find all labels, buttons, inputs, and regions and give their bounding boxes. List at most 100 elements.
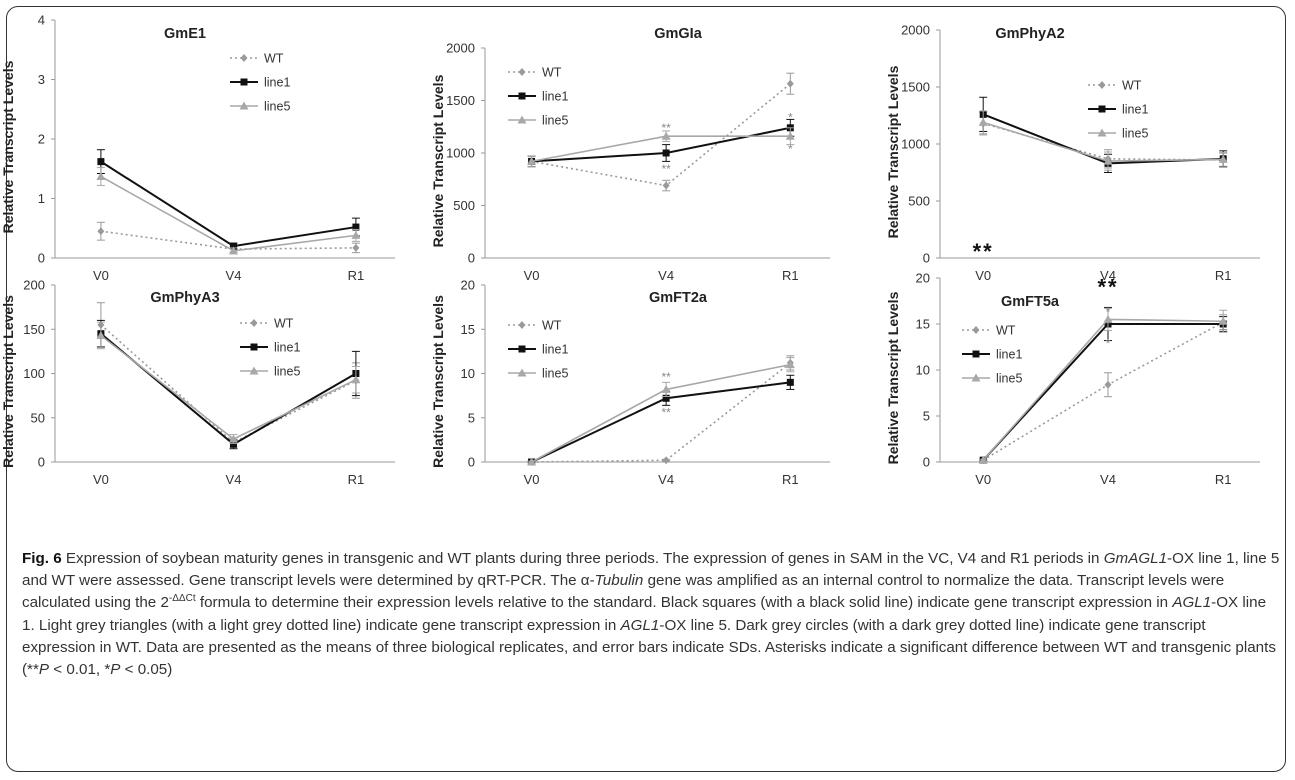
- data-point: [96, 330, 106, 339]
- x-tick-label: V0: [975, 268, 991, 283]
- caption-p-2: P: [110, 661, 121, 679]
- series-line5: [96, 167, 361, 255]
- x-tick-label: V4: [1100, 472, 1116, 487]
- series-line5: [96, 321, 361, 444]
- legend-label: line1: [264, 76, 290, 90]
- data-point: [1103, 314, 1113, 323]
- x-tick-label: R1: [348, 268, 365, 283]
- chart-title: GmPhyA3: [150, 290, 219, 306]
- series-line5: [978, 110, 1228, 171]
- y-tick-label: 10: [916, 363, 930, 378]
- legend-swatch-marker: [249, 366, 259, 375]
- y-tick-label: 0: [468, 455, 475, 470]
- series-line1: [979, 306, 1228, 464]
- y-axis-label: Relative Transcript Levels: [0, 295, 16, 468]
- y-tick-label: 150: [23, 322, 45, 337]
- y-tick-label: 1: [38, 191, 45, 206]
- legend: WT line1 line5: [1088, 79, 1148, 141]
- data-point: [978, 117, 988, 126]
- y-tick-label: 2000: [446, 41, 475, 56]
- legend-swatch-marker: [972, 326, 980, 334]
- caption-gene-2: Tubulin: [594, 572, 644, 590]
- chart-panel-GmGIa: 0 500 1000 1500 2000 V0 V4 R1 GmGIa Relative Tran…: [430, 26, 830, 283]
- data-point: [786, 378, 794, 386]
- legend-label: WT: [1122, 79, 1142, 93]
- legend-swatch-marker: [250, 319, 258, 327]
- significance-marker: **: [661, 162, 671, 176]
- figure-caption: Fig. 6 Expression of soybean maturity ge…: [22, 548, 1280, 681]
- x-tick-label: V4: [658, 268, 674, 283]
- x-tick-label: V4: [1100, 268, 1116, 283]
- y-axis-label: Relative Transcript Levels: [0, 60, 16, 233]
- legend-label: WT: [264, 52, 284, 66]
- legend-swatch-marker: [239, 101, 249, 110]
- y-tick-label: 15: [916, 317, 930, 332]
- legend-label: line1: [542, 90, 568, 104]
- significance-marker: **: [661, 121, 671, 135]
- caption-formula-sup: -ΔΔCt: [168, 593, 196, 605]
- x-tick-label: R1: [348, 472, 365, 487]
- data-point: [352, 243, 360, 252]
- chart-panel-GmFT2a: 0 5 10 15 20 V0 V4 R1 GmFT2a Relative Transcript …: [430, 278, 830, 487]
- significance-marker: **: [1097, 275, 1118, 300]
- series-line: [100, 160, 357, 248]
- data-point: [1218, 316, 1228, 325]
- series-line1: [96, 149, 360, 250]
- y-tick-label: 4: [38, 13, 45, 28]
- caption-text-4: formula to determine their expression le…: [195, 594, 1173, 612]
- y-tick-label: 0: [468, 251, 475, 266]
- legend: WT line1 line5: [230, 52, 290, 114]
- x-tick-label: V0: [524, 268, 540, 283]
- legend-label: line5: [274, 365, 300, 379]
- legend-swatch-marker: [1098, 81, 1106, 89]
- legend-label: WT: [996, 324, 1016, 338]
- data-point: [662, 456, 670, 465]
- series-line: [531, 135, 791, 163]
- data-point: [786, 79, 794, 88]
- caption-text-1: Expression of soybean maturity genes in …: [61, 550, 1104, 567]
- legend-swatch-marker: [517, 368, 527, 377]
- y-tick-label: 3: [38, 72, 45, 87]
- data-point: [97, 158, 105, 166]
- legend-swatch-marker: [518, 345, 526, 353]
- chart-panel-GmE1: 0 1 2 3 4 V0 V4 R1 GmE1 Relative Transcript Level…: [0, 13, 395, 283]
- caption-label: Fig. 6: [22, 550, 62, 567]
- legend-label: line1: [274, 341, 300, 355]
- y-tick-label: 1000: [446, 146, 475, 161]
- x-tick-label: V4: [226, 268, 242, 283]
- y-tick-label: 20: [916, 271, 930, 286]
- y-tick-label: 2: [38, 132, 45, 147]
- legend-swatch-marker: [518, 92, 526, 100]
- significance-marker: *: [788, 110, 793, 124]
- caption-text-7: < 0.01, *: [49, 661, 111, 679]
- caption-text-2: -OX line 1, line 5 and WT were assessed.…: [22, 550, 1280, 590]
- y-tick-label: 0: [38, 455, 45, 470]
- data-point: [96, 171, 106, 180]
- data-point: [662, 149, 670, 157]
- data-point: [978, 455, 988, 464]
- y-tick-label: 20: [461, 278, 475, 293]
- x-tick-label: R1: [782, 268, 799, 283]
- series-WT: [96, 302, 360, 448]
- legend-swatch-marker: [1097, 128, 1107, 137]
- x-tick-label: V0: [975, 472, 991, 487]
- y-tick-label: 10: [461, 366, 475, 381]
- series-line: [982, 113, 1224, 165]
- y-tick-label: 5: [923, 409, 930, 424]
- data-point: [97, 227, 105, 236]
- legend-label: line5: [264, 100, 290, 114]
- series-line: [100, 230, 356, 250]
- legend-swatch-marker: [1098, 105, 1106, 113]
- legend-swatch-marker: [250, 343, 258, 351]
- caption-text-3: gene was amplified as an internal contro…: [22, 572, 1225, 612]
- data-point: [230, 242, 237, 250]
- x-tick-label: V0: [524, 472, 540, 487]
- y-axis-label: Relative Transcript Levels: [885, 65, 901, 238]
- x-tick-label: V4: [226, 472, 242, 487]
- significance-marker: **: [661, 370, 671, 384]
- caption-gene-4: AGL1: [620, 616, 660, 634]
- y-tick-label: 50: [31, 410, 45, 425]
- chart-title: GmE1: [164, 26, 206, 42]
- series-line: [982, 323, 1224, 461]
- x-tick-label: V0: [93, 472, 109, 487]
